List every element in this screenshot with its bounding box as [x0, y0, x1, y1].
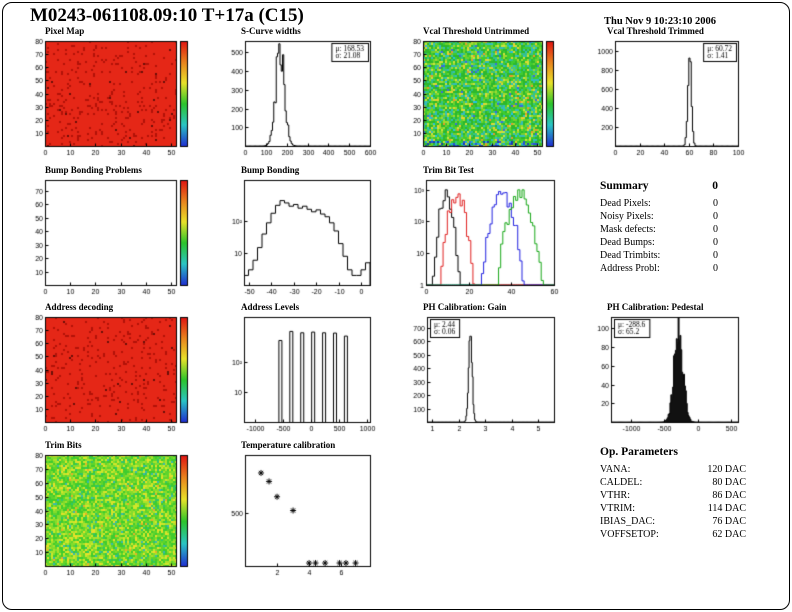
- address-decoding-canvas: [32, 313, 196, 433]
- op-parameter-row: VANA: 120 DAC: [600, 463, 746, 476]
- timestamp: Thu Nov 9 10:23:10 2006: [604, 16, 717, 27]
- panel-bump-problems: Bump Bonding Problems: [32, 165, 196, 296]
- ph-pedestal-canvas: [594, 313, 746, 433]
- summary-row: Dead Bumps: 0: [600, 236, 718, 249]
- address-levels-canvas: [228, 313, 378, 433]
- panel-pixel-map: Pixel Map: [32, 26, 196, 157]
- summary-row-label: Dead Pixels:: [600, 198, 651, 209]
- scurve-widths-title: S-Curve widths: [241, 26, 301, 36]
- vcal-trimmed-title: Vcal Threshold Trimmed: [607, 26, 704, 36]
- trim-bits-title: Trim Bits: [45, 440, 82, 450]
- summary-row: Dead Trimbits: 0: [600, 249, 718, 262]
- summary-row-value: 0: [713, 198, 718, 209]
- panel-vcal-trimmed: Vcal Threshold Trimmed: [594, 26, 746, 157]
- panel-trim-bits: Trim Bits: [32, 440, 196, 577]
- panel-ph-pedestal: PH Calibration: Pedestal: [594, 302, 746, 433]
- panel-ph-gain: PH Calibration: Gain: [410, 302, 562, 433]
- op-parameter-row: VTRIM: 114 DAC: [600, 502, 746, 515]
- panel-address-decoding: Address decoding: [32, 302, 196, 433]
- summary-row-value: 0: [713, 224, 718, 235]
- panel-vcal-untrimmed: Vcal Threshold Untrimmed: [410, 26, 562, 157]
- summary-row: Mask defects: 0: [600, 223, 718, 236]
- panel-bump-bonding: Bump Bonding: [228, 165, 378, 296]
- summary-row: Noisy Pixels: 0: [600, 210, 718, 223]
- address-decoding-title: Address decoding: [45, 302, 114, 312]
- op-parameter-label: CALDEL:: [600, 477, 643, 488]
- summary-total: 0: [712, 180, 718, 192]
- pixel-map-canvas: [32, 37, 196, 157]
- op-parameter-label: VTHR:: [600, 490, 630, 501]
- summary-row: Address Probl: 0: [600, 262, 718, 275]
- summary-row-value: 0: [713, 237, 718, 248]
- op-parameter-row: IBIAS_DAC: 76 DAC: [600, 515, 746, 528]
- ph-pedestal-title: PH Calibration: Pedestal: [607, 302, 704, 312]
- op-parameter-value: 120 DAC: [707, 464, 746, 475]
- summary-row-label: Mask defects:: [600, 224, 656, 235]
- summary-row-value: 0: [713, 263, 718, 274]
- panel-trim-bit-test: Trim Bit Test: [410, 165, 562, 296]
- trim-bit-test-canvas: [410, 176, 562, 296]
- op-parameter-label: VANA:: [600, 464, 631, 475]
- op-parameter-row: VTHR: 86 DAC: [600, 489, 746, 502]
- summary-row-label: Address Probl:: [600, 263, 660, 274]
- op-parameters-header: Op. Parameters: [600, 446, 746, 458]
- op-parameter-row: CALDEL: 80 DAC: [600, 476, 746, 489]
- op-parameters-block: Op. Parameters VANA: 120 DAC CALDEL: 80 DA…: [600, 446, 746, 541]
- panel-address-levels: Address Levels: [228, 302, 378, 433]
- op-parameter-label: VTRIM:: [600, 503, 635, 514]
- summary-row-label: Noisy Pixels:: [600, 211, 654, 222]
- ph-gain-canvas: [410, 313, 562, 433]
- panel-scurve-widths: S-Curve widths: [228, 26, 378, 157]
- scurve-widths-canvas: [228, 37, 378, 157]
- summary-row-value: 0: [713, 211, 718, 222]
- vcal-trimmed-canvas: [594, 37, 746, 157]
- op-parameter-value: 114 DAC: [707, 503, 746, 514]
- summary-row-label: Dead Bumps:: [600, 237, 655, 248]
- op-parameter-value: 76 DAC: [712, 516, 746, 527]
- summary-row-label: Dead Trimbits:: [600, 250, 661, 261]
- pixel-map-title: Pixel Map: [45, 26, 85, 36]
- bump-bonding-title: Bump Bonding: [241, 165, 300, 175]
- summary-title: Summary: [600, 180, 649, 192]
- summary-header: Summary 0: [600, 180, 718, 192]
- op-parameter-value: 62 DAC: [712, 529, 746, 540]
- op-parameter-label: VOFFSETOP:: [600, 529, 659, 540]
- bump-bonding-canvas: [228, 176, 378, 296]
- vcal-untrimmed-canvas: [410, 37, 562, 157]
- op-parameter-row: VOFFSETOP: 62 DAC: [600, 528, 746, 541]
- trim-bit-test-title: Trim Bit Test: [423, 165, 474, 175]
- op-parameters-title: Op. Parameters: [600, 446, 678, 458]
- trim-bits-canvas: [32, 451, 196, 577]
- op-parameter-value: 86 DAC: [712, 490, 746, 501]
- temperature-calibration-title: Temperature calibration: [241, 440, 336, 450]
- ph-gain-title: PH Calibration: Gain: [423, 302, 507, 312]
- bump-problems-canvas: [32, 176, 196, 296]
- summary-row: Dead Pixels: 0: [600, 197, 718, 210]
- address-levels-title: Address Levels: [241, 302, 300, 312]
- page-title: M0243-061108.09:10 T+17a (C15): [30, 5, 304, 26]
- panel-temperature-calibration: Temperature calibration: [228, 440, 378, 577]
- summary-row-value: 0: [713, 250, 718, 261]
- temperature-calibration-canvas: [228, 451, 378, 577]
- summary-block: Summary 0 Dead Pixels: 0 Noisy Pixels: 0 M…: [600, 180, 718, 275]
- op-parameter-value: 80 DAC: [712, 477, 746, 488]
- bump-problems-title: Bump Bonding Problems: [45, 165, 142, 175]
- vcal-untrimmed-title: Vcal Threshold Untrimmed: [423, 26, 530, 36]
- op-parameter-label: IBIAS_DAC:: [600, 516, 656, 527]
